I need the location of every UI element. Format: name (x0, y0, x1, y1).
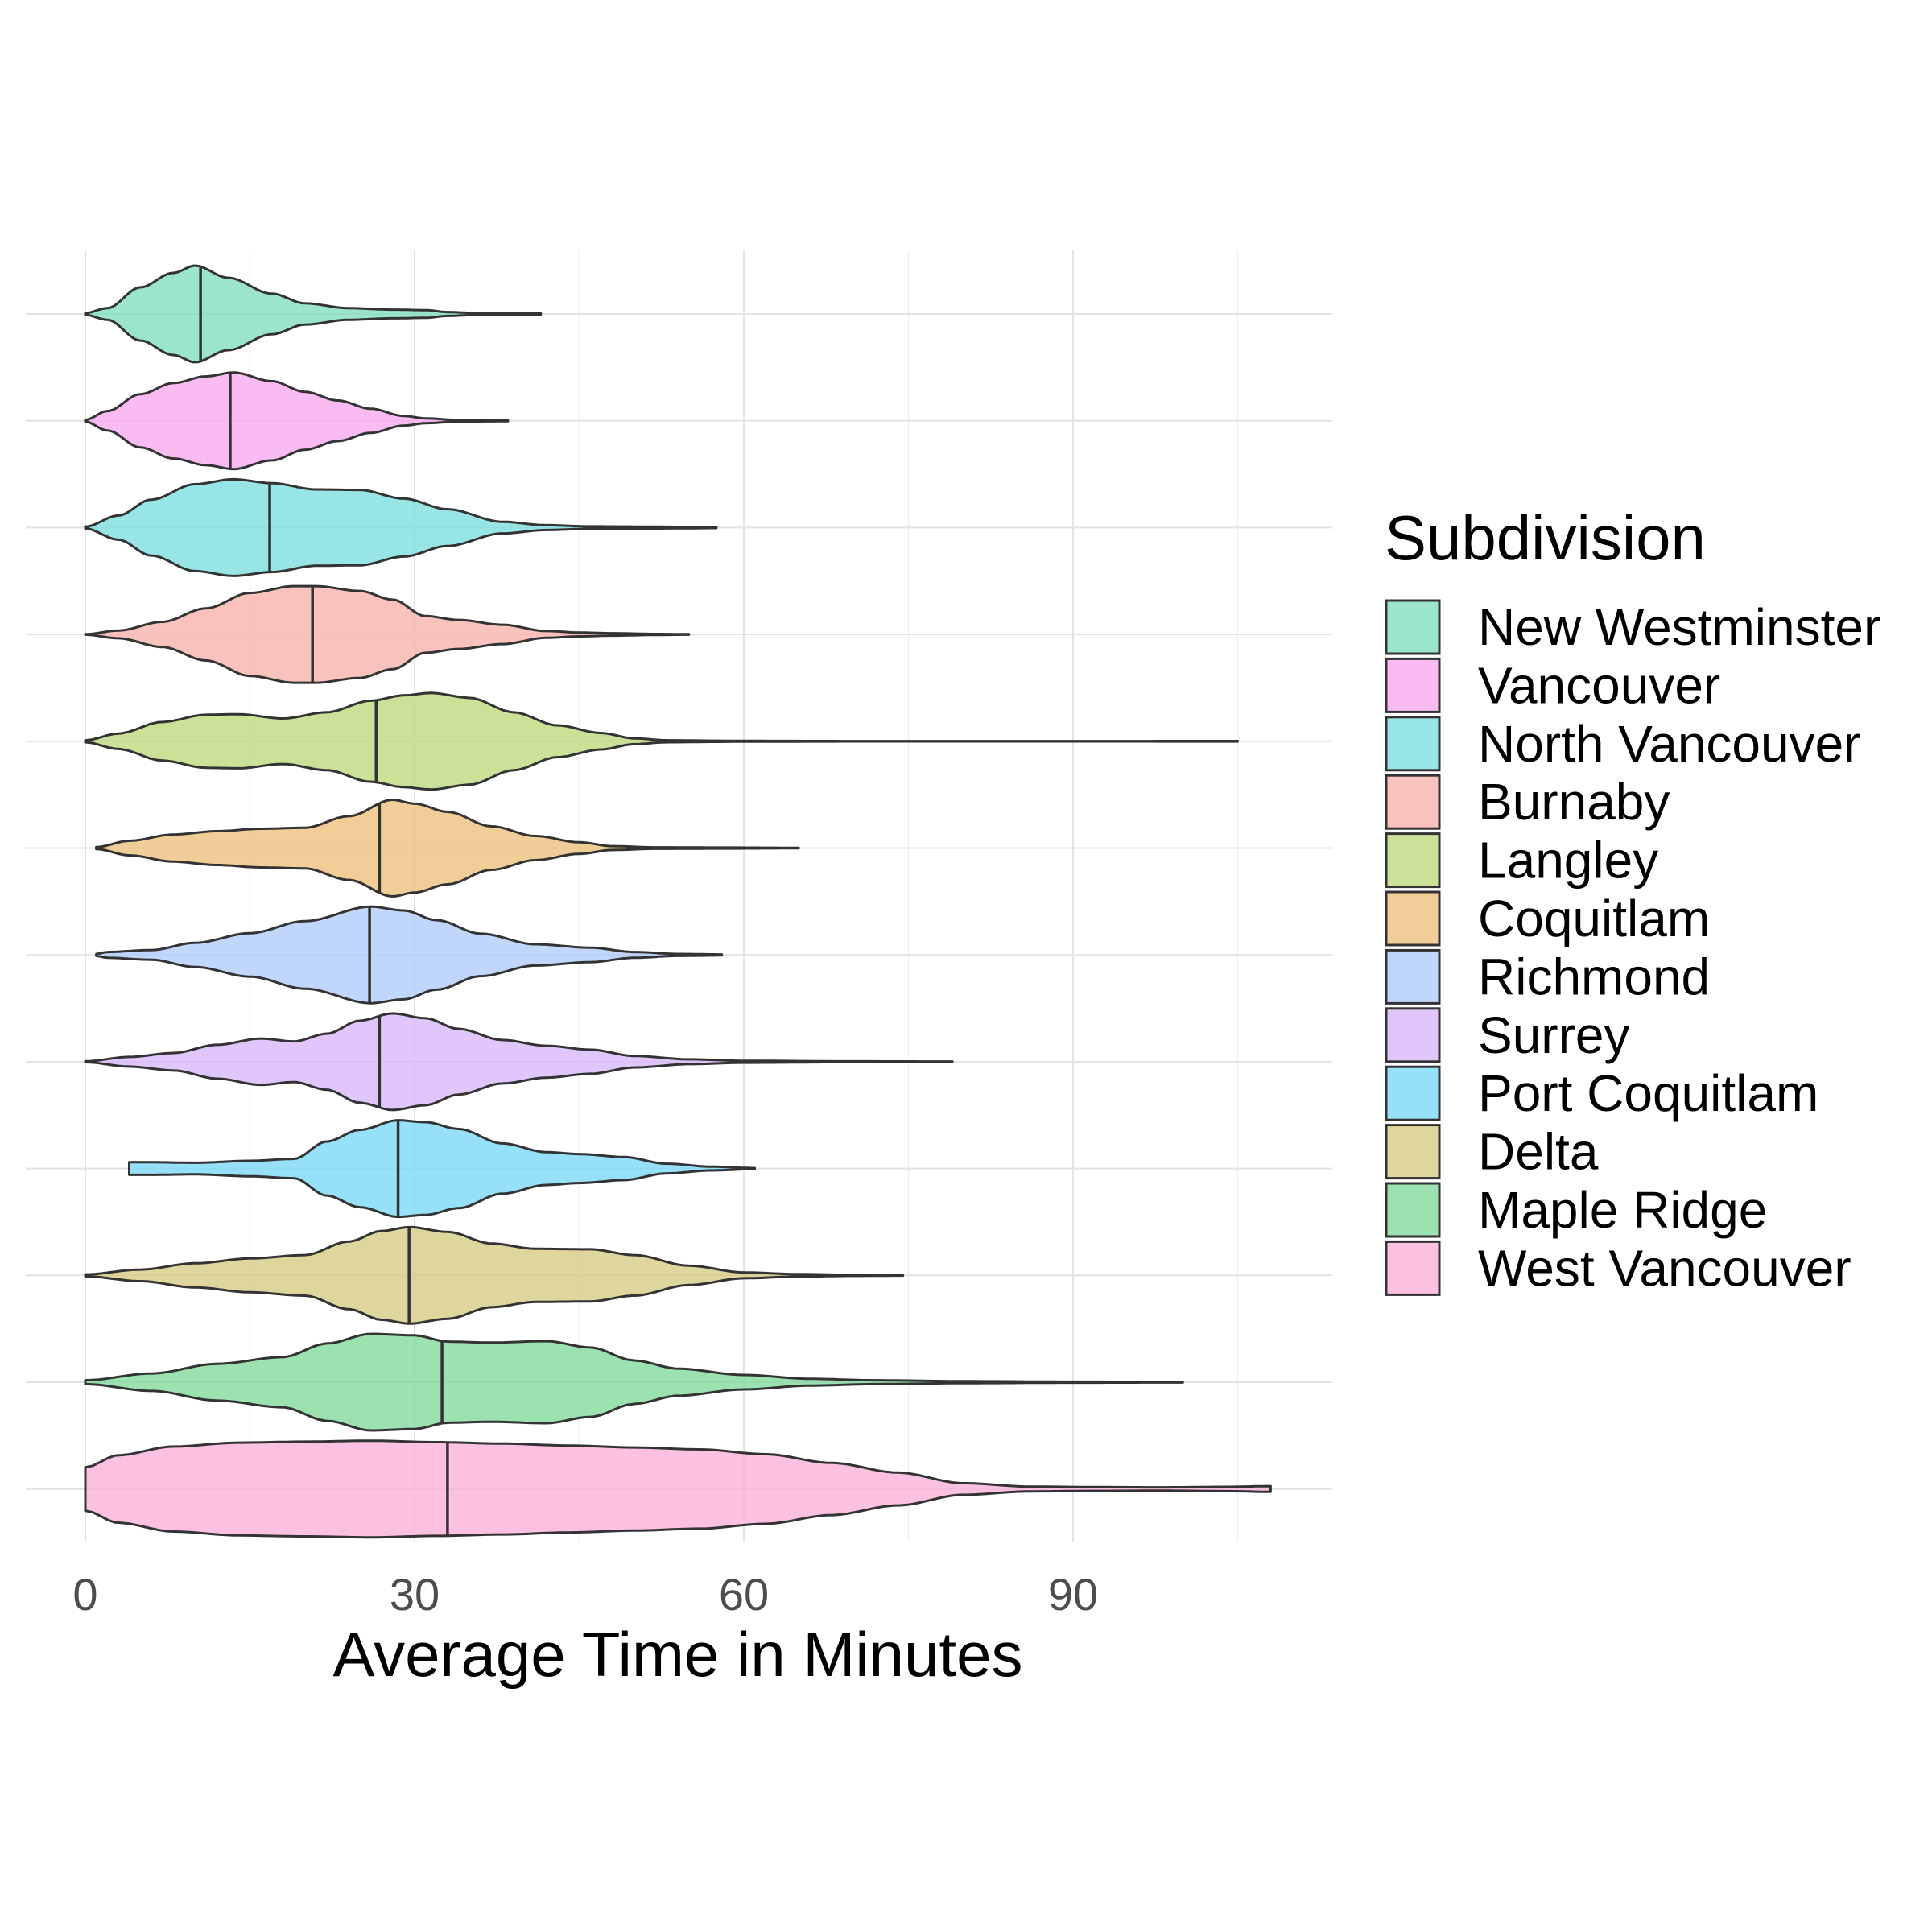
legend-item: Vancouver (1385, 656, 1720, 714)
legend-item: Surrey (1385, 1006, 1630, 1064)
legend-swatch (1385, 1182, 1441, 1238)
legend-item: Port Coquitlam (1385, 1064, 1818, 1122)
violin-body (84, 584, 691, 684)
violin-coquitlam (95, 799, 800, 898)
x-tick-label: 30 (390, 1569, 440, 1620)
violin-body (84, 1225, 905, 1325)
legend-swatch (1385, 1065, 1441, 1121)
legend: Subdivision New WestminsterVancouverNort… (1385, 502, 1880, 1297)
legend-swatch (1385, 890, 1441, 947)
legend-label: Port Coquitlam (1478, 1064, 1818, 1122)
violin-body (84, 477, 718, 577)
legend-item: New Westminster (1385, 598, 1880, 656)
legend-title: Subdivision (1385, 502, 1706, 573)
violin-body (84, 1439, 1272, 1539)
violin-west-vancouver (84, 1439, 1272, 1539)
violin-langley (84, 691, 1239, 791)
legend-swatch (1385, 599, 1441, 655)
legend-item: West Vancouver (1385, 1239, 1852, 1297)
violin-body (84, 691, 1239, 791)
violin-richmond (95, 905, 724, 1005)
legend-label: North Vancouver (1478, 715, 1861, 773)
violin-body (95, 799, 800, 898)
legend-swatch (1385, 774, 1441, 830)
legend-label: Langley (1478, 832, 1658, 890)
violin-body (128, 1119, 757, 1219)
violin-vancouver (84, 371, 510, 471)
violin-port-coquitlam (128, 1119, 757, 1219)
legend-swatch (1385, 1007, 1441, 1063)
legend-item: North Vancouver (1385, 715, 1861, 773)
violin-body (84, 1332, 1184, 1432)
legend-swatch (1385, 716, 1441, 772)
x-axis-title: Average Time in Minutes (333, 1619, 1023, 1690)
legend-label: Maple Ridge (1478, 1181, 1767, 1239)
violin-body (84, 371, 510, 471)
violin-delta (84, 1225, 905, 1325)
legend-swatch (1385, 832, 1441, 889)
legend-item: Burnaby (1385, 773, 1670, 831)
legend-item: Delta (1385, 1123, 1599, 1181)
legend-label: Surrey (1478, 1006, 1630, 1064)
legend-label: Coquitlam (1478, 890, 1710, 947)
legend-item: Maple Ridge (1385, 1181, 1767, 1239)
legend-label: Vancouver (1478, 656, 1720, 714)
violin-maple-ridge (84, 1332, 1184, 1432)
violin-body (95, 905, 724, 1005)
legend-item: Richmond (1385, 947, 1710, 1005)
violins (84, 264, 1272, 1539)
legend-swatch (1385, 948, 1441, 1005)
legend-swatch (1385, 657, 1441, 713)
legend-item: Coquitlam (1385, 890, 1710, 947)
legend-item: Langley (1385, 832, 1658, 890)
legend-label: Delta (1478, 1123, 1599, 1181)
legend-label: New Westminster (1478, 598, 1880, 656)
violin-body (84, 1012, 954, 1112)
x-axis-ticks: 0 30 60 90 (72, 1569, 1098, 1620)
legend-swatch (1385, 1124, 1441, 1180)
violin-north-vancouver (84, 477, 718, 577)
violin-surrey (84, 1012, 954, 1112)
legend-label: Richmond (1478, 947, 1710, 1005)
violin-body (84, 264, 543, 364)
legend-label: Burnaby (1478, 773, 1670, 831)
x-tick-label: 60 (719, 1569, 769, 1620)
x-tick-label: 0 (72, 1569, 97, 1620)
legend-label: West Vancouver (1478, 1239, 1852, 1297)
x-tick-label: 90 (1048, 1569, 1098, 1620)
violin-burnaby (84, 584, 691, 684)
violin-new-westminster (84, 264, 543, 364)
legend-swatch (1385, 1240, 1441, 1296)
